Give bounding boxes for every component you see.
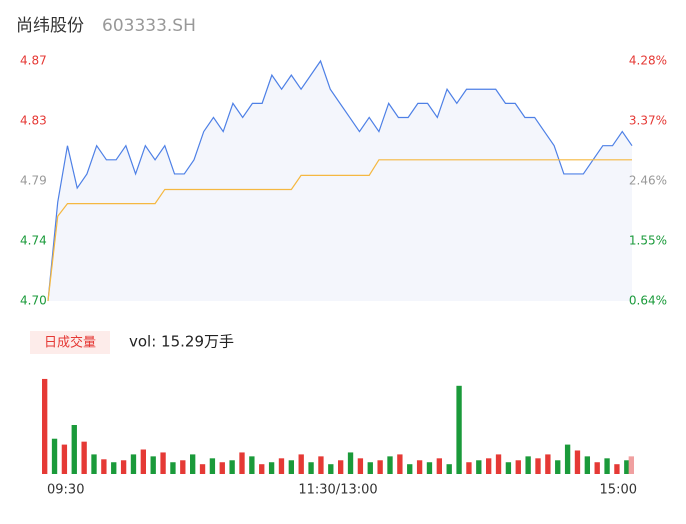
volume-bar bbox=[111, 462, 117, 474]
volume-bar bbox=[268, 462, 275, 474]
volume-bar bbox=[377, 460, 383, 474]
volume-bar bbox=[614, 464, 620, 474]
volume-bar bbox=[564, 444, 571, 474]
volume-bar bbox=[91, 454, 97, 474]
y-tick-label: 4.83 bbox=[20, 114, 47, 128]
volume-bar bbox=[190, 454, 196, 474]
volume-bar bbox=[357, 458, 364, 474]
stock-name: 尚纬股份 bbox=[16, 16, 84, 36]
volume-bar bbox=[328, 464, 334, 474]
volume-bar bbox=[51, 438, 58, 474]
volume-bar bbox=[397, 454, 403, 474]
volume-bar bbox=[199, 464, 206, 474]
volume-bar bbox=[515, 460, 521, 474]
volume-bar bbox=[308, 462, 314, 474]
volume-bar bbox=[535, 458, 541, 474]
volume-bar bbox=[476, 460, 482, 474]
volume-bar bbox=[584, 456, 591, 474]
legend-title: 日成交量 bbox=[44, 335, 96, 351]
volume-bar bbox=[574, 450, 581, 474]
volume-bar bbox=[456, 385, 462, 474]
volume-bar bbox=[170, 462, 176, 474]
volume-bar bbox=[628, 456, 634, 474]
y-tick-label: 4.87 bbox=[20, 54, 47, 68]
volume-bar bbox=[140, 449, 147, 474]
x-tick-label: 09:30 bbox=[47, 483, 84, 498]
volume-bar bbox=[555, 460, 561, 474]
stock-code: 603333.SH bbox=[102, 16, 196, 36]
y2-tick-label: 1.55% bbox=[629, 234, 667, 248]
volume-bar bbox=[446, 464, 452, 474]
x-tick-label: 11:30/13:00 bbox=[298, 483, 377, 498]
legend-box bbox=[30, 331, 110, 354]
y2-tick-label: 0.64% bbox=[629, 294, 667, 308]
volume-bar bbox=[416, 460, 423, 474]
volume-bar bbox=[407, 464, 413, 474]
volume-bar bbox=[209, 458, 216, 474]
volume-bar bbox=[298, 454, 304, 474]
volume-bar bbox=[81, 441, 87, 474]
volume-bar bbox=[259, 464, 265, 474]
volume-label: vol: 15.29万手 bbox=[129, 333, 234, 351]
volume-bar bbox=[180, 460, 186, 474]
y2-tick-label: 4.28% bbox=[629, 54, 667, 68]
average-line bbox=[47, 159, 632, 302]
volume-bar bbox=[101, 459, 107, 474]
volume-bar bbox=[604, 458, 610, 474]
volume-bar bbox=[239, 452, 245, 474]
y2-tick-label: 3.37% bbox=[629, 114, 667, 128]
y-tick-label: 4.74 bbox=[20, 234, 47, 248]
volume-bar bbox=[288, 460, 295, 474]
volume-bar bbox=[249, 456, 255, 474]
volume-bar bbox=[338, 460, 344, 474]
volume-bar bbox=[505, 462, 512, 474]
volume-bar bbox=[495, 454, 502, 474]
y2-tick-label: 2.46% bbox=[629, 174, 667, 188]
volume-bar bbox=[318, 456, 324, 474]
price-line bbox=[47, 59, 633, 302]
x-tick-label: 15:00 bbox=[600, 483, 637, 498]
volume-bar bbox=[426, 462, 433, 474]
volume-bar bbox=[219, 462, 225, 474]
volume-bar bbox=[466, 462, 472, 474]
volume-bar bbox=[367, 462, 373, 474]
volume-bar bbox=[387, 456, 393, 474]
volume-bar bbox=[436, 458, 443, 474]
volume-bar bbox=[150, 456, 156, 474]
volume-bar bbox=[71, 425, 77, 474]
volume-bar bbox=[525, 456, 531, 474]
volume-bar bbox=[229, 460, 235, 474]
volume-bar bbox=[42, 378, 48, 474]
volume-bar bbox=[624, 460, 630, 474]
volume-bar bbox=[486, 458, 492, 474]
volume-bar bbox=[347, 452, 354, 474]
volume-bar bbox=[160, 452, 166, 474]
volume-bar bbox=[61, 444, 68, 474]
volume-bar bbox=[120, 460, 127, 474]
volume-bar bbox=[545, 454, 551, 474]
volume-bar bbox=[594, 462, 600, 474]
price-area bbox=[48, 61, 632, 301]
y-tick-label: 4.79 bbox=[20, 174, 47, 188]
volume-bar bbox=[130, 454, 137, 474]
y-tick-label: 4.70 bbox=[20, 294, 47, 308]
volume-bar bbox=[278, 458, 285, 474]
